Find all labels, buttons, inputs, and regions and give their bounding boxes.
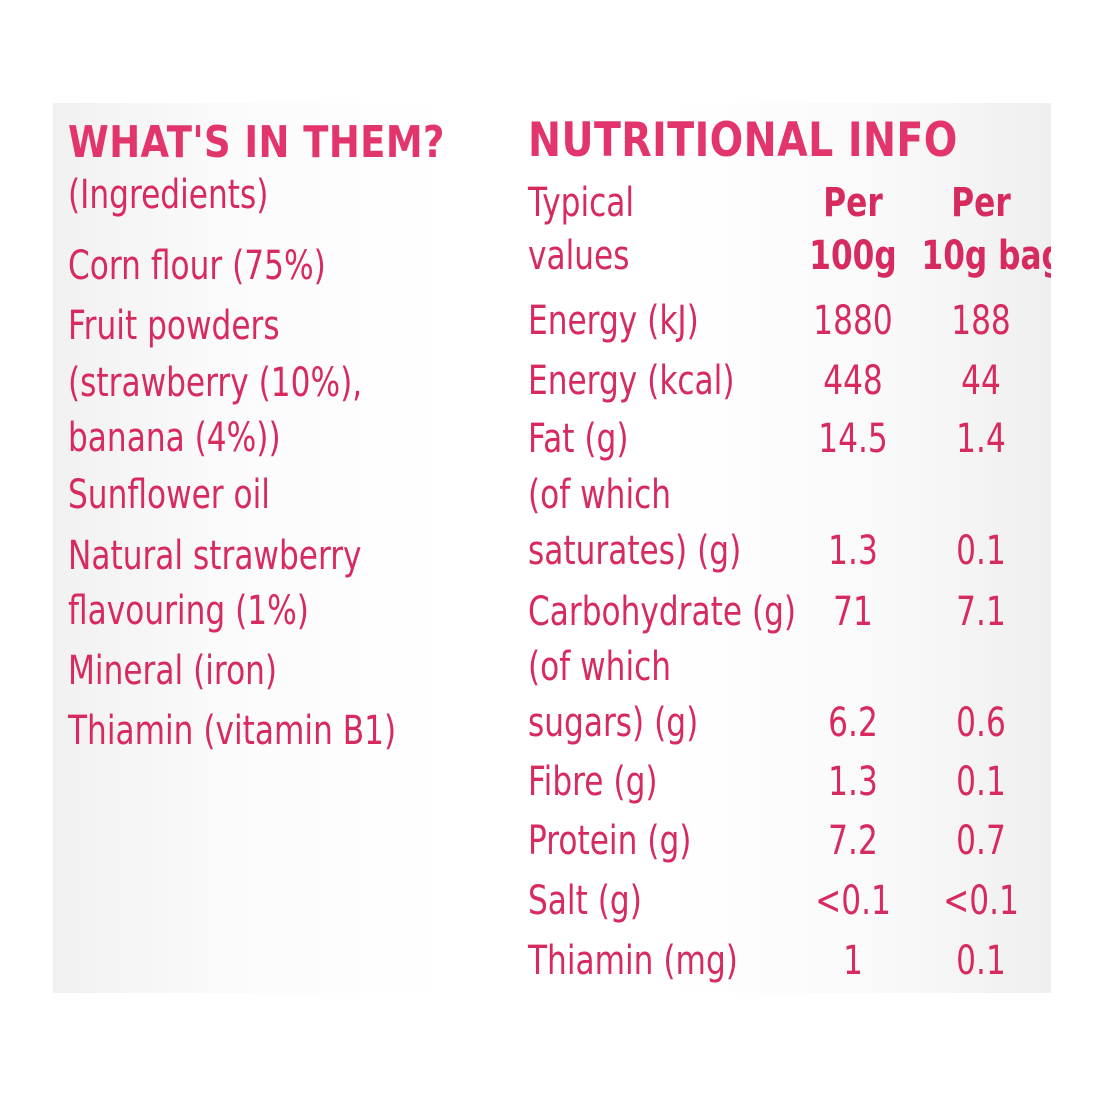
nutrition-heading: NUTRITIONAL INFO <box>528 113 958 168</box>
nutrient-perbag: 0.1 <box>956 528 1006 574</box>
ingredient-line: Thiamin (vitamin B1) <box>68 708 397 754</box>
header-label: values <box>528 233 630 279</box>
header-perbag: Per <box>951 180 1011 226</box>
label-panel: WHAT'S IN THEM? (Ingredients) Corn flour… <box>53 103 1051 993</box>
nutrient-perbag: 7.1 <box>956 589 1006 635</box>
nutrient-label: Salt (g) <box>528 878 642 924</box>
nutrient-label: saturates) (g) <box>528 528 742 574</box>
nutrient-per100: 448 <box>823 358 883 404</box>
nutrient-perbag: 44 <box>961 358 1001 404</box>
nutrient-perbag: 0.1 <box>956 759 1006 805</box>
header-per100: 100g <box>809 233 897 279</box>
ingredients-heading: WHAT'S IN THEM? <box>68 117 445 168</box>
nutrient-label: Fat (g) <box>528 416 629 462</box>
nutrient-label: Carbohydrate (g) <box>528 589 797 635</box>
nutrient-label: Protein (g) <box>528 818 692 864</box>
nutrient-per100: 1880 <box>813 298 893 344</box>
nutrient-perbag: 188 <box>951 298 1011 344</box>
ingredient-line: Corn flour (75%) <box>68 243 326 289</box>
nutrient-label: (of which <box>528 472 672 518</box>
ingredient-line: Natural strawberry <box>68 533 362 579</box>
header-perbag: 10g bag <box>921 233 1052 279</box>
nutrient-label: Fibre (g) <box>528 759 658 805</box>
nutrient-per100: 14.5 <box>818 416 888 462</box>
ingredient-line: Mineral (iron) <box>68 648 278 694</box>
nutrient-perbag: 1.4 <box>956 416 1006 462</box>
header-label: Typical <box>528 180 635 226</box>
nutrient-perbag: 0.6 <box>956 700 1006 746</box>
nutrient-label: sugars) (g) <box>528 700 699 746</box>
nutrient-label: Energy (kJ) <box>528 298 699 344</box>
ingredient-line: (strawberry (10%), <box>68 360 363 406</box>
nutrient-per100: 71 <box>833 589 873 635</box>
nutrient-per100: 7.2 <box>828 818 878 864</box>
nutrient-per100: 1.3 <box>828 759 878 805</box>
nutrient-per100: 1.3 <box>828 528 878 574</box>
nutrient-label: Energy (kcal) <box>528 358 735 404</box>
ingredient-line: Sunflower oil <box>68 472 270 518</box>
nutrient-label: Thiamin (mg) <box>528 938 738 984</box>
nutrient-perbag: 0.1 <box>956 938 1006 984</box>
header-per100: Per <box>823 180 883 226</box>
ingredients-subheading: (Ingredients) <box>68 172 269 218</box>
nutrient-per100: 1 <box>843 938 863 984</box>
nutrient-perbag: 0.7 <box>956 818 1006 864</box>
nutrient-per100: 6.2 <box>828 700 878 746</box>
ingredient-line: flavouring (1%) <box>68 588 309 634</box>
ingredient-line: Fruit powders <box>68 303 280 349</box>
nutrient-perbag: <0.1 <box>943 878 1019 924</box>
ingredient-line: banana (4%)) <box>68 415 281 461</box>
nutrient-label: (of which <box>528 644 672 690</box>
nutrient-per100: <0.1 <box>815 878 891 924</box>
